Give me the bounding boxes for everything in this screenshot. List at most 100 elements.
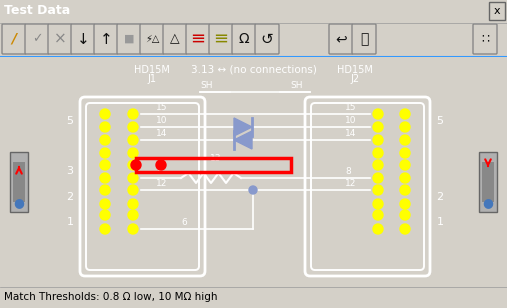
Circle shape — [373, 224, 383, 234]
Text: 14: 14 — [345, 129, 356, 138]
FancyBboxPatch shape — [352, 24, 376, 54]
FancyBboxPatch shape — [48, 24, 72, 54]
FancyBboxPatch shape — [71, 24, 95, 54]
Circle shape — [373, 148, 383, 158]
Circle shape — [400, 224, 410, 234]
Circle shape — [373, 160, 383, 170]
Circle shape — [100, 148, 110, 158]
Circle shape — [373, 173, 383, 183]
FancyBboxPatch shape — [163, 24, 187, 54]
Circle shape — [400, 109, 410, 119]
Text: HD15M: HD15M — [337, 65, 373, 75]
Text: SH: SH — [200, 81, 212, 90]
FancyBboxPatch shape — [482, 162, 494, 202]
FancyBboxPatch shape — [479, 152, 497, 212]
Text: ≡: ≡ — [213, 30, 229, 48]
Circle shape — [400, 148, 410, 158]
FancyBboxPatch shape — [186, 24, 210, 54]
FancyBboxPatch shape — [140, 24, 164, 54]
Circle shape — [100, 173, 110, 183]
Circle shape — [373, 109, 383, 119]
Circle shape — [100, 210, 110, 220]
Text: 15: 15 — [156, 103, 167, 112]
Text: ↩: ↩ — [335, 32, 347, 46]
Text: ×: × — [54, 31, 66, 47]
Circle shape — [100, 224, 110, 234]
Text: 14: 14 — [156, 129, 167, 138]
Text: 12: 12 — [345, 179, 356, 188]
Text: △: △ — [170, 33, 180, 46]
Circle shape — [400, 210, 410, 220]
Text: 5: 5 — [437, 116, 444, 125]
Circle shape — [128, 135, 138, 145]
Circle shape — [400, 135, 410, 145]
Circle shape — [128, 109, 138, 119]
FancyBboxPatch shape — [2, 24, 26, 54]
FancyBboxPatch shape — [117, 24, 141, 54]
Text: ✓: ✓ — [32, 33, 42, 46]
Text: 1: 1 — [66, 217, 74, 227]
Text: /: / — [12, 32, 17, 46]
FancyBboxPatch shape — [232, 24, 256, 54]
Text: 8: 8 — [345, 167, 351, 176]
Text: 10: 10 — [345, 116, 356, 125]
Text: ↺: ↺ — [261, 31, 273, 47]
Bar — [136, 158, 291, 172]
FancyBboxPatch shape — [329, 24, 353, 54]
Text: ■: ■ — [124, 34, 134, 44]
FancyBboxPatch shape — [94, 24, 118, 54]
Text: 1: 1 — [437, 217, 444, 227]
Circle shape — [373, 210, 383, 220]
FancyBboxPatch shape — [489, 2, 505, 20]
Circle shape — [100, 122, 110, 132]
Text: ⚡△: ⚡△ — [145, 34, 159, 44]
Circle shape — [373, 199, 383, 209]
Polygon shape — [234, 118, 252, 136]
FancyBboxPatch shape — [10, 152, 28, 212]
Circle shape — [156, 160, 166, 170]
Circle shape — [128, 148, 138, 158]
Text: ↓: ↓ — [77, 31, 89, 47]
Circle shape — [128, 199, 138, 209]
Circle shape — [100, 185, 110, 195]
Text: SH: SH — [290, 81, 303, 90]
Circle shape — [100, 199, 110, 209]
Circle shape — [400, 160, 410, 170]
Circle shape — [128, 185, 138, 195]
Text: 10: 10 — [156, 116, 167, 125]
FancyBboxPatch shape — [473, 24, 497, 54]
Text: 2: 2 — [66, 192, 74, 202]
Text: ●: ● — [14, 197, 24, 209]
Circle shape — [400, 122, 410, 132]
Text: HD15M: HD15M — [134, 65, 170, 75]
Text: ⛶: ⛶ — [360, 32, 368, 46]
Text: 5: 5 — [66, 116, 74, 125]
Text: ≡: ≡ — [191, 30, 205, 48]
Circle shape — [249, 186, 257, 194]
Text: x: x — [494, 6, 500, 16]
Text: 12: 12 — [156, 179, 167, 188]
Circle shape — [128, 224, 138, 234]
Circle shape — [128, 160, 138, 170]
Circle shape — [373, 185, 383, 195]
Circle shape — [100, 109, 110, 119]
Text: 2: 2 — [437, 192, 444, 202]
Circle shape — [400, 199, 410, 209]
Text: J2: J2 — [350, 74, 359, 84]
Text: ∷: ∷ — [481, 33, 489, 46]
FancyBboxPatch shape — [13, 162, 25, 202]
Circle shape — [128, 210, 138, 220]
Text: 8: 8 — [156, 167, 162, 176]
Text: Match Thresholds: 0.8 Ω low, 10 MΩ high: Match Thresholds: 0.8 Ω low, 10 MΩ high — [4, 292, 218, 302]
Polygon shape — [234, 131, 252, 149]
Text: 3.13 ↔ (no connections): 3.13 ↔ (no connections) — [191, 65, 316, 75]
Circle shape — [373, 122, 383, 132]
FancyBboxPatch shape — [25, 24, 49, 54]
Circle shape — [100, 135, 110, 145]
FancyBboxPatch shape — [209, 24, 233, 54]
Text: J1: J1 — [148, 74, 157, 84]
Text: Test Data: Test Data — [4, 5, 70, 18]
Text: 15: 15 — [345, 103, 356, 112]
Circle shape — [128, 122, 138, 132]
Circle shape — [373, 135, 383, 145]
